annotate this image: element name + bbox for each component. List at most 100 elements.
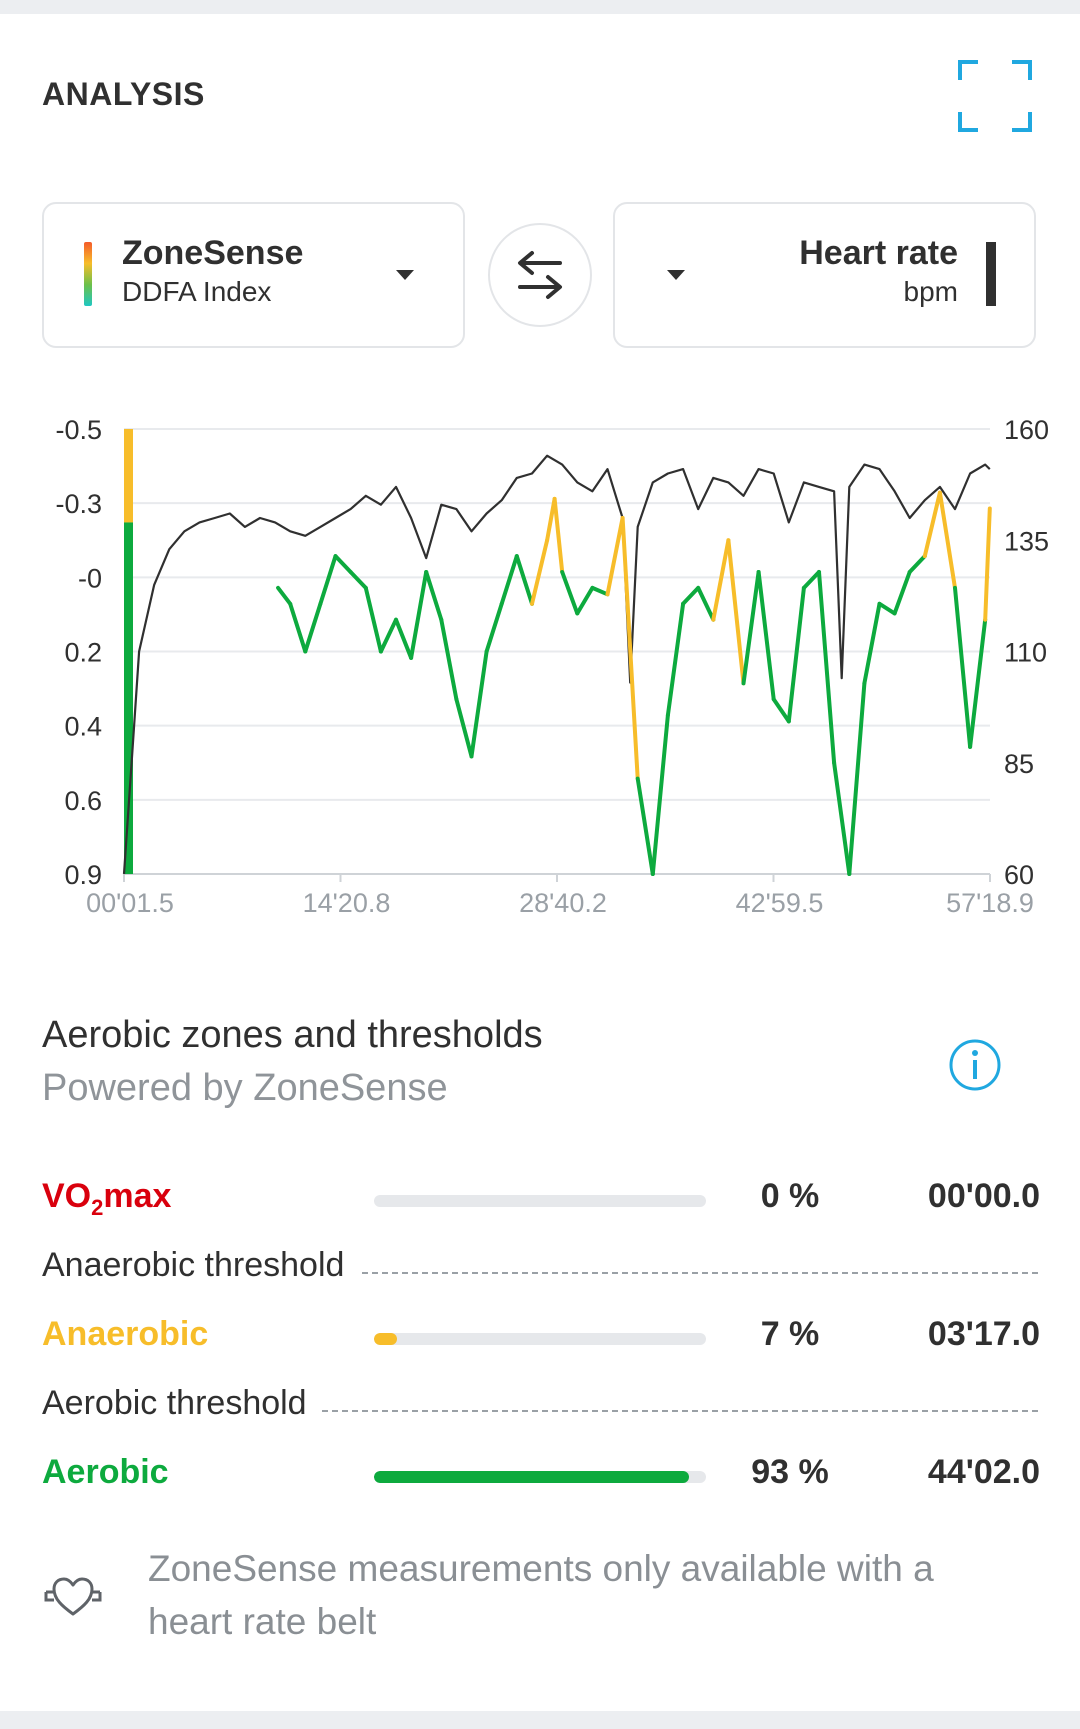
y-left-tick-label: 0.9 xyxy=(64,860,102,890)
swap-arrows-icon xyxy=(518,251,562,299)
zone-time-anaerobic: 03'17.0 xyxy=(927,1315,1040,1353)
ddfa-series-segment xyxy=(968,617,988,749)
ddfa-series-segment xyxy=(711,538,731,622)
ddfa-series-segment xyxy=(650,713,670,876)
zone-bar-anaerobic xyxy=(374,1333,706,1345)
ddfa-series-segment xyxy=(318,554,338,606)
ddfa-series-segment xyxy=(363,585,383,654)
ddfa-series-segment xyxy=(741,570,761,686)
ddfa-series-segment xyxy=(288,601,308,654)
ddfa-series-segment xyxy=(726,538,746,686)
ddfa-series-segment xyxy=(469,649,489,759)
x-tick-label: 28'40.2 xyxy=(519,888,607,918)
fullscreen-corners-icon[interactable] xyxy=(958,60,1032,132)
section-title: ANALYSIS xyxy=(42,76,205,112)
zone-bar-vo2max xyxy=(374,1195,706,1207)
zone-time-aerobic: 44'02.0 xyxy=(927,1453,1040,1491)
ddfa-series-segment xyxy=(303,601,323,654)
threshold-dashed-line xyxy=(42,1272,1038,1274)
ddfa-series-segment xyxy=(484,601,504,654)
left-metric-selector[interactable]: ZoneSense DDFA Index xyxy=(42,202,465,348)
x-tick-label: 00'01.5 xyxy=(86,888,174,918)
ddfa-series-segment xyxy=(590,585,610,597)
y-left-tick-label: -0.5 xyxy=(55,415,102,445)
ddfa-series-segment xyxy=(499,554,519,606)
threshold-aerobic: Aerobic threshold xyxy=(0,1384,1080,1434)
threshold-dashed-line xyxy=(42,1410,1038,1412)
ddfa-series-segment xyxy=(907,554,927,574)
y-right-tick-label: 85 xyxy=(1004,749,1034,779)
y-left-tick-label: 0.6 xyxy=(64,786,102,816)
analysis-card: ANALYSIS ZoneSense DDFA Index Heart rate… xyxy=(0,14,1080,1711)
zone-percent-aerobic: 93 % xyxy=(751,1453,829,1491)
threshold-label-aerobic: Aerobic threshold xyxy=(42,1384,321,1423)
right-metric-selector[interactable]: Heart rate bpm xyxy=(613,202,1036,348)
ddfa-series-segment xyxy=(877,601,897,616)
ddfa-series-segment xyxy=(348,570,368,590)
zone-row-anaerobic: Anaerobic 7 % 03'17.0 xyxy=(0,1315,1080,1365)
right-metric-title: Heart rate xyxy=(799,234,958,272)
ddfa-series-segment xyxy=(635,776,655,876)
belt-note: ZoneSense measurements only available wi… xyxy=(148,1548,934,1642)
ddfa-series-segment xyxy=(378,617,398,654)
ddfa-series-segment xyxy=(771,697,791,724)
zone-bar-aerobic-segment xyxy=(124,522,133,874)
ddfa-series-segment xyxy=(552,496,565,574)
zone-label-aerobic: Aerobic xyxy=(42,1453,169,1491)
ddfa-series-segment xyxy=(333,554,353,574)
ddfa-series-segment xyxy=(394,617,414,660)
ddfa-series-segment xyxy=(786,585,806,724)
zone-row-aerobic: Aerobic 93 % 44'02.0 xyxy=(0,1453,1080,1503)
y-left-tick-label: 0.2 xyxy=(64,638,102,668)
zones-title: Aerobic zones and thresholds xyxy=(42,1014,543,1056)
ddfa-series-segment xyxy=(681,585,701,606)
chevron-down-icon xyxy=(667,270,685,280)
ddfa-series-segment xyxy=(696,585,716,622)
x-tick-label: 57'18.9 xyxy=(946,888,1034,918)
info-circle-icon[interactable] xyxy=(948,1038,1002,1092)
y-right-tick-label: 160 xyxy=(1004,415,1049,445)
y-left-tick-label: 0.4 xyxy=(64,712,102,742)
zone-row-vo2max: VO2max 0 % 00'00.0 xyxy=(0,1177,1080,1227)
y-right-tick-label: 135 xyxy=(1004,526,1049,556)
zone-percent-vo2max: 0 % xyxy=(760,1177,820,1215)
heart-rate-swatch xyxy=(986,242,996,306)
threshold-label-anaerobic: Anaerobic threshold xyxy=(42,1246,359,1285)
zone-time-vo2max: 00'00.0 xyxy=(927,1177,1040,1215)
ddfa-series-segment xyxy=(424,570,444,622)
ddfa-series-segment xyxy=(560,570,580,616)
ddfa-series-segment xyxy=(756,570,776,702)
ddfa-series-segment xyxy=(454,697,474,759)
x-tick-label: 14'20.8 xyxy=(303,888,391,918)
zones-subtitle: Powered by ZoneSense xyxy=(42,1067,448,1109)
threshold-anaerobic: Anaerobic threshold xyxy=(0,1246,1080,1296)
ddfa-series-segment xyxy=(983,506,992,622)
zone-bar-aerobic xyxy=(374,1471,706,1483)
ddfa-series-segment xyxy=(276,585,293,606)
right-metric-subtitle: bpm xyxy=(903,276,958,307)
ddfa-series-segment xyxy=(514,554,534,606)
ddfa-series-segment xyxy=(937,490,957,590)
zone-label-anaerobic: Anaerobic xyxy=(42,1315,209,1353)
zone-bar-anaerobic-segment xyxy=(124,429,133,523)
swap-button[interactable] xyxy=(488,223,592,327)
heart-rate-belt-icon xyxy=(44,1574,102,1618)
zone-label-vo2max: VO2max xyxy=(42,1177,172,1220)
ddfa-series-segment xyxy=(892,570,912,616)
ddfa-series-segment xyxy=(953,585,973,749)
y-left-tick-label: -0.3 xyxy=(55,489,102,519)
y-right-tick-label: 60 xyxy=(1004,860,1034,890)
ddfa-series-segment xyxy=(439,617,459,702)
ddfa-series-segment xyxy=(665,601,686,718)
ddfa-series-segment xyxy=(620,516,640,781)
ddfa-series-segment xyxy=(862,601,882,686)
x-tick-label: 42'59.5 xyxy=(736,888,824,918)
left-metric-title: ZoneSense xyxy=(122,234,304,272)
ddfa-series-segment xyxy=(605,516,625,597)
zone-percent-anaerobic: 7 % xyxy=(760,1315,820,1353)
ddfa-series-segment xyxy=(922,490,942,559)
ddfa-series-segment xyxy=(847,681,867,876)
analysis-chart[interactable]: -0.5 -0.3 -0 0.2 0.4 0.6 0.9 160 135 110 85 60 00'01… xyxy=(0,404,1080,944)
y-right-tick-label: 110 xyxy=(1004,638,1047,668)
ddfa-series-segment xyxy=(409,570,429,660)
